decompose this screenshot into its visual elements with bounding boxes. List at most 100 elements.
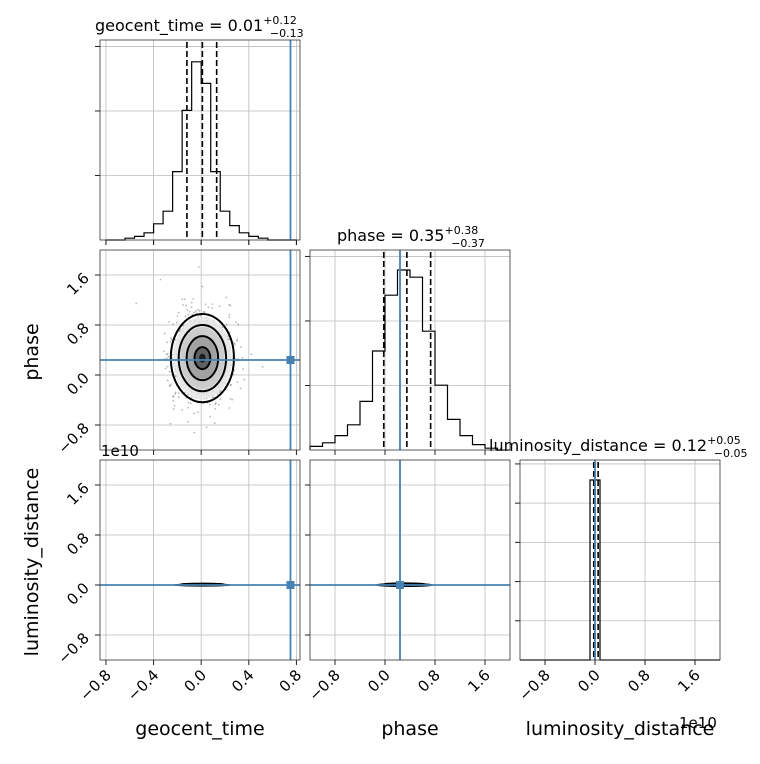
hist-bar	[239, 233, 249, 240]
scatter-point	[228, 303, 231, 306]
hist-bar	[385, 295, 398, 450]
hist-bar	[435, 385, 448, 450]
x-tick-label: −0.8	[76, 666, 114, 704]
scatter-point	[170, 383, 173, 386]
scatter-point	[216, 393, 219, 396]
scatter-point	[172, 323, 175, 326]
x-tick-label: −0.4	[124, 666, 162, 704]
scatter-point	[172, 395, 175, 398]
scatter-point	[234, 343, 236, 346]
title-phase: phase = 0.35+0.38 −0.37	[337, 224, 485, 250]
density-level	[199, 353, 206, 363]
scatter-point	[236, 381, 239, 384]
hist-bar	[410, 277, 423, 450]
axes-frame	[99, 249, 301, 451]
panel-luminosity-distance-hist: −0.8 0.0 0.8 1.6	[515, 459, 721, 705]
hist-step-line	[309, 269, 510, 451]
x-tick-label: −0.8	[515, 666, 553, 704]
hist-bar	[211, 172, 221, 240]
scatter-point	[237, 323, 240, 326]
y-tick-label: 0.8	[63, 529, 93, 559]
hist-bar	[230, 226, 240, 240]
x-tick-label: 0.0	[364, 666, 394, 696]
hist-bar	[360, 401, 373, 450]
hist-bar	[220, 211, 230, 240]
scatter-point	[228, 407, 231, 409]
xlabel-luminosity-distance: luminosity_distance	[526, 718, 715, 740]
x-tick-label: 0.0	[180, 666, 210, 696]
x-tick-label: 0.8	[624, 666, 654, 696]
scatter-point	[239, 387, 242, 390]
scatter-point	[236, 340, 238, 342]
scatter-point	[211, 307, 214, 309]
scatter-point	[182, 304, 184, 306]
truth-marker	[286, 581, 295, 589]
scatter-point	[135, 302, 138, 305]
scatter-point	[227, 335, 229, 338]
scatter-point	[189, 402, 192, 405]
scatter-point	[174, 391, 177, 394]
y-tick-label: 0.8	[63, 319, 93, 349]
contour-line	[193, 346, 212, 371]
scatter-point	[177, 392, 180, 394]
y-tick-label: 0.0	[63, 579, 93, 609]
truth-marker	[396, 581, 404, 589]
scatter-point	[201, 285, 204, 288]
scatter-point	[177, 311, 180, 314]
y-tick-label: −0.8	[54, 419, 92, 457]
scatter-point	[240, 345, 242, 348]
scatter-point	[169, 340, 172, 343]
scatter-point	[261, 365, 264, 368]
scatter-point	[193, 431, 196, 434]
x-tick-label: 0.4	[228, 666, 258, 696]
scatter-point	[203, 311, 206, 314]
scatter-point	[165, 353, 168, 356]
hist-step-line	[520, 479, 720, 661]
axes-frame	[309, 249, 511, 451]
scatter-point	[170, 338, 173, 341]
scatter-point	[166, 341, 169, 344]
scatter-point	[199, 314, 202, 317]
scatter-point	[243, 378, 246, 381]
scatter-point	[192, 297, 195, 300]
scatter-point	[187, 313, 190, 316]
hist-step-line	[105, 61, 297, 241]
scatter-point	[194, 310, 197, 313]
scatter-point	[214, 407, 217, 410]
x-tick-label: 0.0	[574, 666, 604, 696]
x-tick-label: −0.8	[305, 666, 343, 704]
scatter-point	[187, 402, 190, 404]
xlabel-geocent-time: geocent_time	[135, 718, 264, 740]
scatter-point	[232, 342, 235, 344]
scatter-point	[184, 315, 187, 318]
panel-geocent-time-hist	[95, 39, 301, 245]
axes-frame	[309, 459, 511, 661]
hist-bar	[192, 62, 202, 240]
scatter-point	[193, 412, 195, 415]
scatter-point	[231, 398, 234, 401]
scatter-point	[241, 356, 244, 359]
scatter-point	[192, 311, 195, 314]
xlabel-phase: phase	[381, 718, 438, 740]
y-tick-label: 0.0	[63, 369, 93, 399]
hist-bar	[348, 425, 361, 450]
scatter-point	[174, 393, 177, 395]
hist-bar	[323, 443, 336, 450]
x-tick-label: 0.8	[276, 666, 306, 696]
y-tick-label: 1.6	[63, 269, 93, 299]
scatter-point	[190, 396, 193, 399]
scatter-point	[214, 401, 217, 404]
x-tick-label: 1.6	[464, 666, 494, 696]
scatter-point	[172, 399, 175, 402]
scatter-point	[187, 406, 190, 409]
scatter-point	[190, 306, 193, 309]
scatter-point	[211, 303, 214, 306]
scatter-point	[204, 303, 207, 306]
offset-text-x-luminosity-distance: 1e10	[679, 714, 717, 732]
scatter-point	[170, 337, 172, 340]
scatter-point	[198, 309, 201, 312]
scatter-point	[219, 398, 222, 401]
scatter-point	[168, 384, 171, 387]
hist-bar	[154, 224, 164, 240]
